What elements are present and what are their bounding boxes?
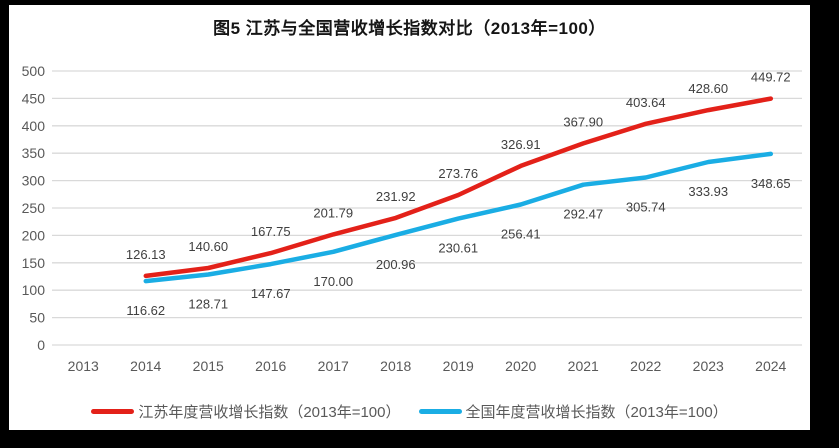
svg-text:2016: 2016 [255,358,286,374]
svg-text:250: 250 [22,200,46,216]
svg-text:450: 450 [22,90,46,106]
svg-text:2015: 2015 [193,358,224,374]
svg-text:305.74: 305.74 [626,199,666,214]
svg-text:403.64: 403.64 [626,95,666,110]
legend-label-jiangsu: 江苏年度营收增长指数（2013年=100） [138,404,401,421]
svg-text:326.91: 326.91 [501,137,541,152]
svg-text:300: 300 [22,173,46,189]
legend-line-swatch-national [418,409,462,414]
svg-text:147.67: 147.67 [251,286,291,301]
svg-text:350: 350 [22,145,46,161]
svg-text:2023: 2023 [693,358,724,374]
svg-text:230.61: 230.61 [438,241,478,256]
legend-item-jiangsu: 江苏年度营收增长指数（2013年=100） [91,401,401,422]
svg-text:128.71: 128.71 [188,296,228,311]
svg-text:2019: 2019 [443,358,474,374]
svg-text:170.00: 170.00 [313,274,353,289]
svg-text:2021: 2021 [568,358,599,374]
svg-text:100: 100 [22,282,46,298]
svg-text:2022: 2022 [630,358,661,374]
svg-text:449.72: 449.72 [751,70,791,85]
svg-text:400: 400 [22,118,46,134]
svg-text:2014: 2014 [130,358,161,374]
svg-text:231.92: 231.92 [376,189,416,204]
svg-text:200: 200 [22,227,46,243]
svg-text:348.65: 348.65 [751,176,791,191]
legend-item-national: 全国年度营收增长指数（2013年=100） [418,401,728,422]
svg-text:256.41: 256.41 [501,226,541,241]
chart-title: 图5 江苏与全国营收增长指数对比（2013年=100） [213,19,606,38]
legend-line-swatch-jiangsu [91,409,135,414]
svg-text:50: 50 [29,310,45,326]
line-chart: 0 50 100 150 200 250 300 350 400 450 500 2013 2014 20… [22,63,802,374]
svg-text:500: 500 [22,63,46,79]
svg-text:140.60: 140.60 [188,239,228,254]
svg-text:2024: 2024 [755,358,786,374]
svg-text:273.76: 273.76 [438,166,478,181]
svg-text:367.90: 367.90 [563,114,603,129]
svg-text:2020: 2020 [505,358,536,374]
svg-text:200.96: 200.96 [376,257,416,272]
svg-text:0: 0 [37,337,45,353]
legend-label-national: 全国年度营收增长指数（2013年=100） [465,404,728,421]
svg-text:201.79: 201.79 [313,205,353,220]
svg-text:116.62: 116.62 [126,303,165,318]
svg-text:292.47: 292.47 [563,207,603,222]
legend: 江苏年度营收增长指数（2013年=100） 全国年度营收增长指数（2013年=1… [9,401,810,422]
svg-text:333.93: 333.93 [688,184,728,199]
svg-text:126.13: 126.13 [126,247,166,262]
svg-text:150: 150 [22,255,46,271]
svg-text:167.75: 167.75 [251,224,291,239]
svg-text:2013: 2013 [68,358,99,374]
svg-text:428.60: 428.60 [688,81,728,96]
svg-text:2017: 2017 [318,358,349,374]
svg-text:2018: 2018 [380,358,411,374]
chart-panel: 图5 江苏与全国营收增长指数对比（2013年=100） 0 50 100 150 200… [9,5,810,430]
